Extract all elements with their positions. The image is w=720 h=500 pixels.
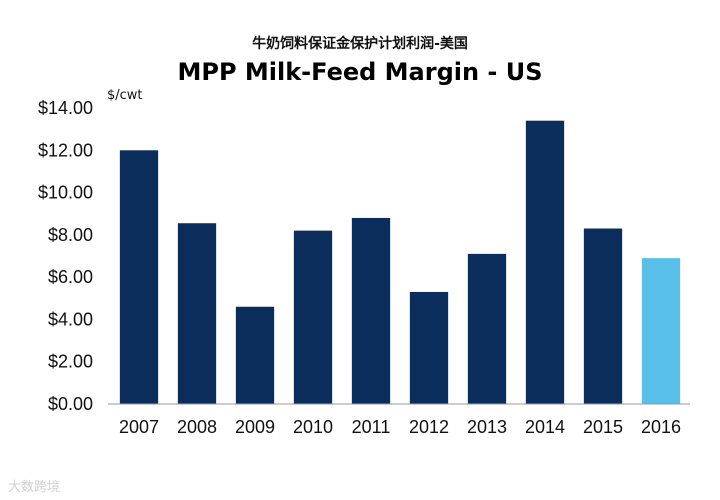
y-tick-label: $4.00 bbox=[48, 309, 93, 329]
bar-2015 bbox=[583, 228, 623, 404]
x-axis-ticks: 2007 2008 2009 2010 2011 2012 2013 2014 2015 2016 bbox=[119, 417, 681, 437]
y-tick-label: $10.00 bbox=[38, 183, 93, 203]
bar-2007 bbox=[119, 150, 159, 404]
x-tick-label-2011: 2011 bbox=[352, 417, 391, 437]
x-tick-label-2007: 2007 bbox=[119, 417, 159, 437]
bar-2008 bbox=[177, 223, 217, 404]
bars bbox=[119, 120, 681, 404]
bar-2016 bbox=[641, 258, 681, 404]
y-tick-label: $14.00 bbox=[38, 98, 93, 118]
y-tick-label: $2.00 bbox=[48, 352, 93, 372]
y-axis-unit-label: $/cwt bbox=[107, 88, 143, 103]
bar-2009 bbox=[235, 306, 275, 404]
y-tick-label: $0.00 bbox=[48, 394, 93, 414]
x-tick-label-2009: 2009 bbox=[235, 417, 275, 437]
x-tick-label-2016: 2016 bbox=[641, 417, 681, 437]
bar-2010 bbox=[293, 230, 333, 404]
bar-2012 bbox=[409, 291, 449, 404]
bar-2011 bbox=[351, 217, 391, 404]
x-tick-label-2015: 2015 bbox=[583, 417, 623, 437]
y-tick-label: $8.00 bbox=[48, 225, 93, 245]
y-tick-label: $12.00 bbox=[38, 140, 93, 160]
watermark-logo: 大数跨境 bbox=[8, 480, 61, 495]
bar-2014 bbox=[525, 120, 565, 404]
y-tick-label: $6.00 bbox=[48, 267, 93, 287]
y-axis-ticks: $0.00 $2.00 $4.00 $6.00 $8.00 $10.00 $12.00 $14… bbox=[38, 98, 93, 414]
chart-title: MPP Milk-Feed Margin - US bbox=[177, 58, 543, 86]
chart-subtitle: 牛奶饲料保证金保护计划利润-美国 bbox=[252, 36, 468, 52]
x-tick-label-2008: 2008 bbox=[177, 417, 217, 437]
x-tick-label-2012: 2012 bbox=[409, 417, 449, 437]
bar-2013 bbox=[467, 253, 507, 404]
x-tick-label-2013: 2013 bbox=[467, 417, 507, 437]
x-tick-label-2014: 2014 bbox=[525, 417, 565, 437]
x-tick-label-2010: 2010 bbox=[293, 417, 333, 437]
